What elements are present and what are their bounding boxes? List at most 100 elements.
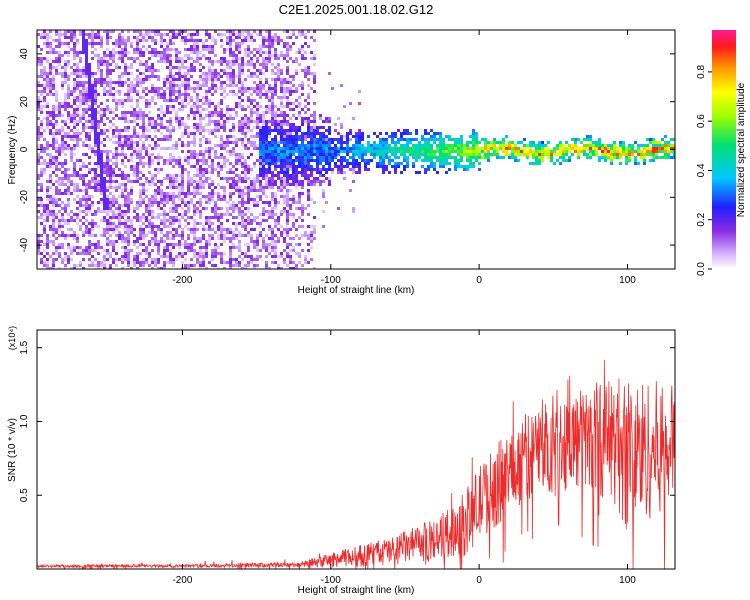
spectrogram-cell: [613, 147, 616, 150]
spectrogram-cell: [319, 180, 322, 183]
spectrogram-cell: [271, 150, 274, 153]
spectrogram-cell: [97, 189, 100, 192]
spectrogram-cell: [262, 66, 265, 69]
spectrogram-cell: [199, 198, 202, 201]
spectrogram-cell: [295, 183, 298, 186]
spectrogram-cell: [187, 33, 190, 36]
spectrogram-cell: [223, 81, 226, 84]
spectrogram-cell: [307, 159, 310, 162]
spectrogram-cell: [265, 144, 268, 147]
spectrogram-cell: [160, 39, 163, 42]
spectrogram-cell: [244, 180, 247, 183]
spectrogram-cell: [403, 156, 406, 159]
spectrogram-cell: [589, 144, 592, 147]
spectrogram-cell: [283, 132, 286, 135]
spectrogram-cell: [124, 219, 127, 222]
spectrogram-cell: [514, 153, 517, 156]
spectrogram-cell: [178, 213, 181, 216]
spectrogram-cell: [244, 48, 247, 51]
spectrogram-cell: [73, 144, 76, 147]
spectrogram-cell: [46, 165, 49, 168]
spectrogram-cell: [208, 153, 211, 156]
spectrogram-cell: [73, 87, 76, 90]
spectrogram-cell: [46, 252, 49, 255]
spectrogram-cell: [151, 174, 154, 177]
spectrogram-cell: [178, 189, 181, 192]
spectrogram-cell: [271, 240, 274, 243]
spectrogram-cell: [85, 138, 88, 141]
spectrogram-cell: [229, 246, 232, 249]
spectrogram-cell: [151, 231, 154, 234]
spectrogram-cell: [256, 174, 259, 177]
spectrogram-cell: [73, 165, 76, 168]
spectrogram-cell: [301, 234, 304, 237]
spectrogram-cell: [199, 99, 202, 102]
spectrogram-cell: [316, 165, 319, 168]
spectrogram-cell: [94, 168, 97, 171]
spectrogram-cell: [307, 195, 310, 198]
spectrogram-cell: [310, 72, 313, 75]
spectrogram-cell: [304, 171, 307, 174]
spectrogram-cell: [181, 84, 184, 87]
spectrogram-cell: [472, 141, 475, 144]
spectrogram-cell: [205, 39, 208, 42]
spectrogram-cell: [220, 261, 223, 264]
spectrogram-cell: [220, 222, 223, 225]
spectrogram-cell: [208, 48, 211, 51]
spectrogram-cell: [112, 111, 115, 114]
spectrogram-cell: [205, 90, 208, 93]
spectrogram-cell: [199, 63, 202, 66]
spectrogram-cell: [301, 210, 304, 213]
spectrogram-cell: [196, 54, 199, 57]
spectrogram-cell: [301, 120, 304, 123]
spectrogram-cell: [133, 150, 136, 153]
spectrogram-cell: [175, 33, 178, 36]
spectrogram-cell: [562, 156, 565, 159]
spectrogram-cell: [223, 123, 226, 126]
spectrogram-cell: [235, 264, 238, 267]
spectrogram-cell: [361, 153, 364, 156]
spectrogram-cell: [100, 114, 103, 117]
spectrogram-cell: [217, 198, 220, 201]
spectrogram-cell: [250, 57, 253, 60]
spectrogram-cell: [202, 75, 205, 78]
spectrogram-cell: [106, 213, 109, 216]
spectrogram-cell: [232, 93, 235, 96]
spectrogram-cell: [550, 156, 553, 159]
spectrogram-cell: [487, 156, 490, 159]
spectrogram-cell: [79, 96, 82, 99]
spectrogram-cell: [139, 243, 142, 246]
spectrogram-cell: [244, 177, 247, 180]
spectrogram-cell: [97, 135, 100, 138]
spectrogram-cell: [184, 90, 187, 93]
spectrogram-cell: [376, 162, 379, 165]
spectrogram-cell: [124, 129, 127, 132]
spectrogram-cell: [328, 117, 331, 120]
spectrogram-cell: [46, 147, 49, 150]
spectrogram-cell: [292, 30, 295, 33]
spectrogram-cell: [556, 144, 559, 147]
spectrogram-cell: [103, 231, 106, 234]
spectrogram-cell: [40, 162, 43, 165]
spectrogram-cell: [322, 135, 325, 138]
spectrogram-cell: [211, 159, 214, 162]
spectrogram-cell: [196, 186, 199, 189]
spectrogram-cell: [211, 78, 214, 81]
spectrogram-cell: [76, 144, 79, 147]
spectrogram-cell: [211, 75, 214, 78]
spectrogram-cell: [292, 75, 295, 78]
spectrogram-cell: [280, 252, 283, 255]
spectrogram-cell: [184, 39, 187, 42]
spectrogram-cell: [304, 66, 307, 69]
spectrogram-cell: [277, 255, 280, 258]
spectrogram-cell: [220, 114, 223, 117]
spectrogram-cell: [73, 51, 76, 54]
spectrogram-cell: [259, 33, 262, 36]
spectrogram-cell: [472, 162, 475, 165]
spectrogram-cell: [277, 222, 280, 225]
spectrogram-cell: [49, 42, 52, 45]
spectrogram-cell: [289, 138, 292, 141]
spectrogram-cell: [37, 129, 40, 132]
spectrogram-cell: [160, 87, 163, 90]
spectrogram-cell: [277, 66, 280, 69]
